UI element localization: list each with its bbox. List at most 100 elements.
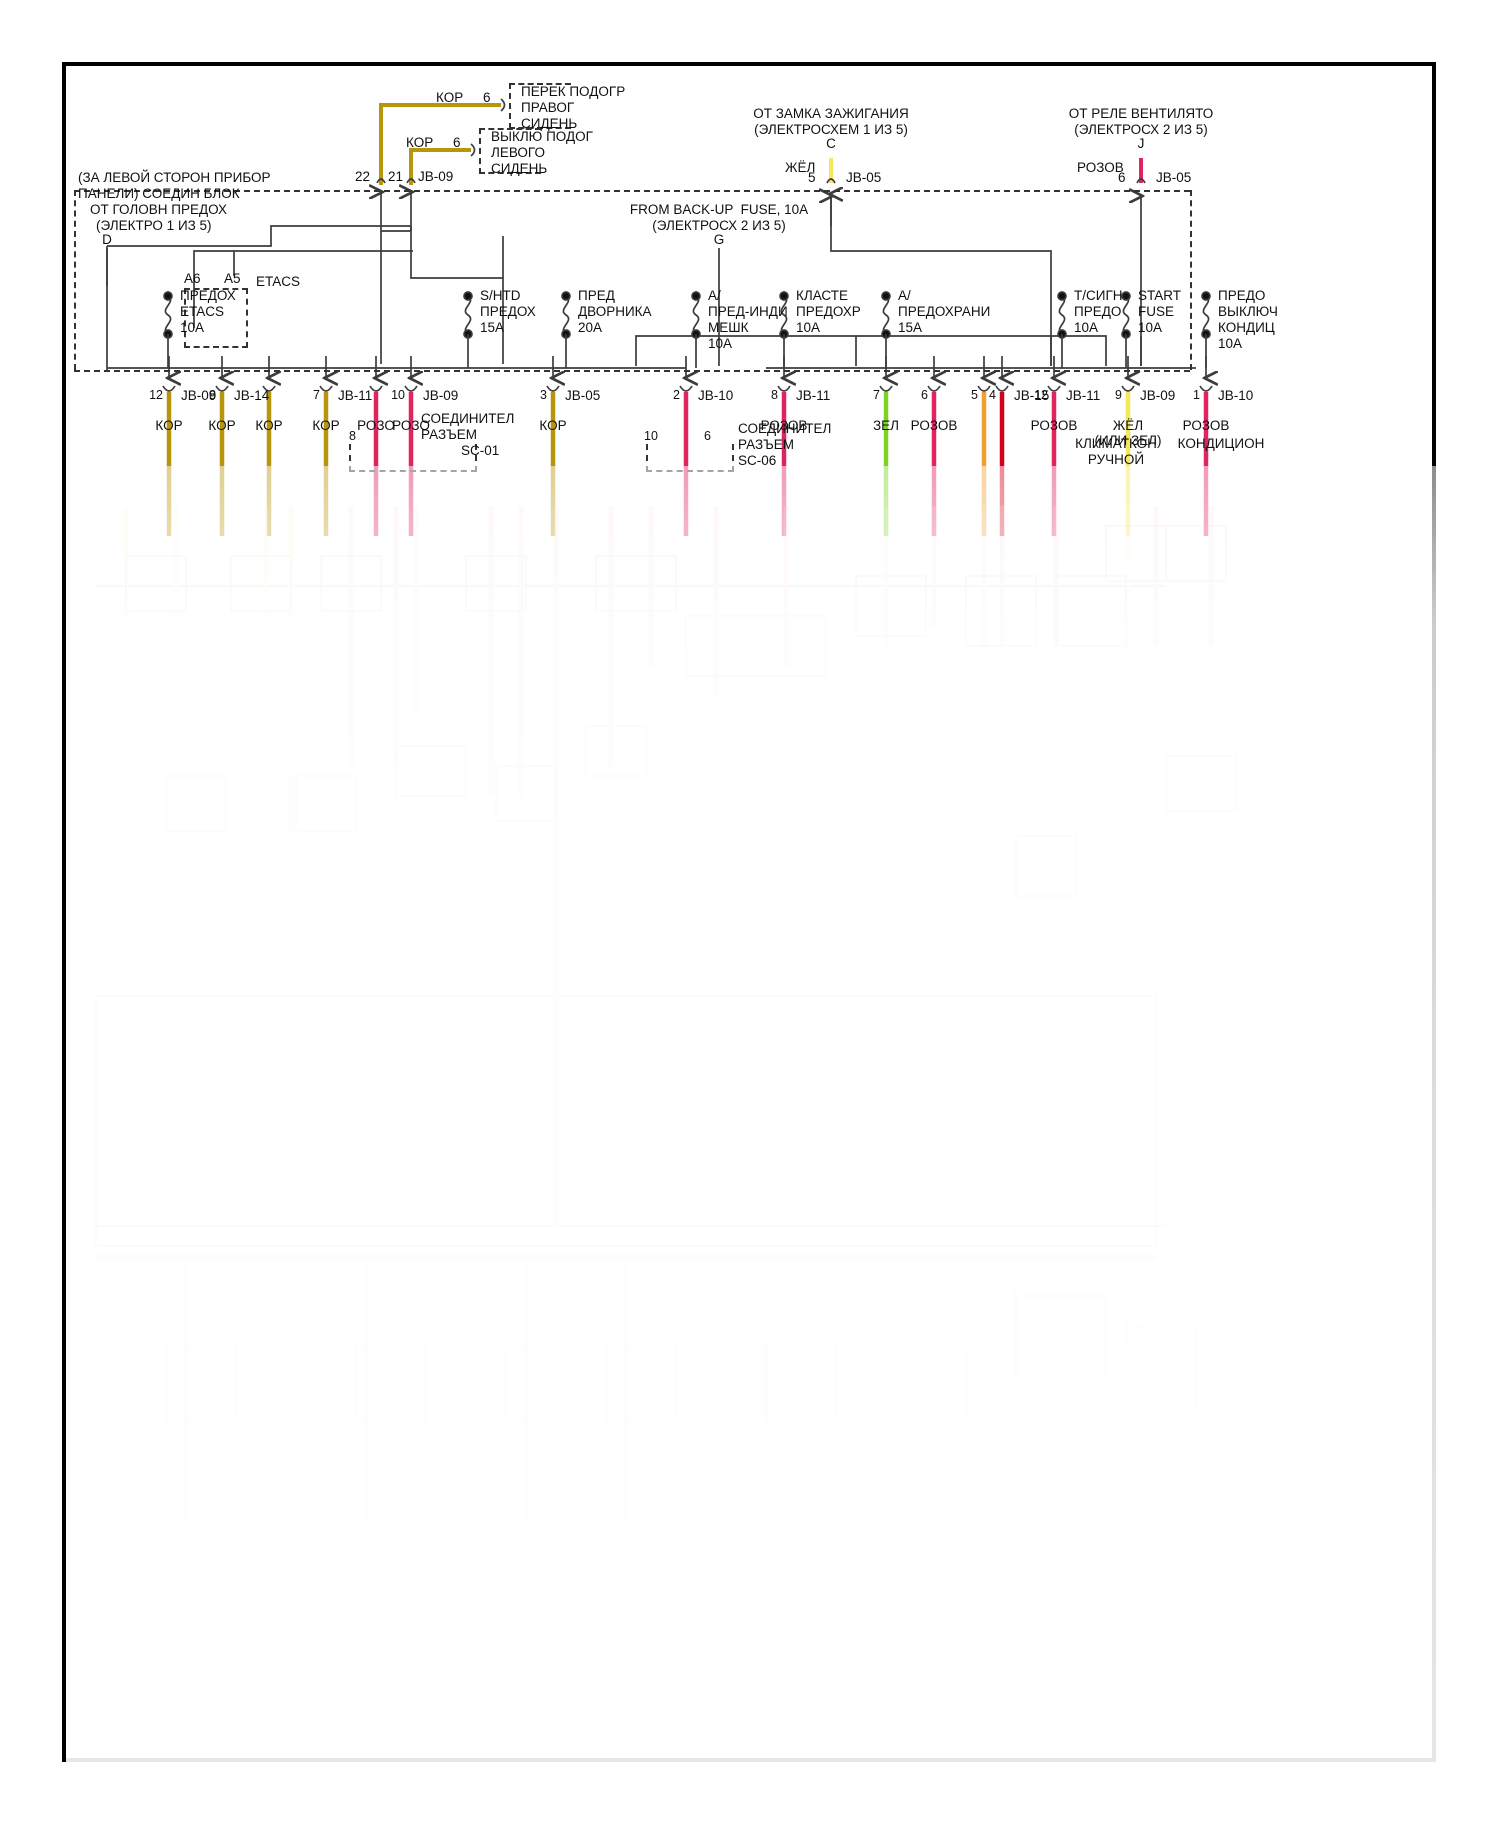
splice-sc06-pin-6: 6 bbox=[704, 429, 711, 443]
out-jb05-3-wire-color: КОР bbox=[539, 418, 567, 433]
fuse-ac-switch-label-3: 10A bbox=[1218, 336, 1243, 351]
etacs-pin-a6: A6 bbox=[184, 271, 201, 286]
fuse-start-symbol bbox=[1122, 295, 1130, 335]
out-jb09-12-wire-color: КОР bbox=[155, 418, 183, 433]
fuse-airbag-ind-label-2: МЕШК bbox=[708, 320, 749, 335]
ignition-callout-line1: ОТ ЗАМКА ЗАЖИГАНИЯ bbox=[753, 106, 909, 121]
fuse-etacs-label-0: ПРЕДОХ bbox=[180, 288, 236, 303]
fuse-start-terminal bbox=[1121, 291, 1131, 301]
out-orange-5-hook bbox=[977, 385, 991, 392]
out-jb15-4-pin: 4 bbox=[989, 388, 996, 402]
splice-sc01-l2: РАЗЪЕМ bbox=[421, 427, 478, 442]
out-jb14-8-pin: 8 bbox=[209, 388, 216, 402]
ignition-callout-letter: C bbox=[826, 136, 836, 151]
fuse-wiper-label-0: ПРЕД bbox=[578, 288, 615, 303]
fuse-airbag-symbol bbox=[882, 295, 890, 335]
splice-sc06-l1: СОЕДИНИТЕЛ bbox=[738, 421, 832, 436]
junction-block-bottom-edge bbox=[74, 370, 1190, 372]
out-jb11-7-hook bbox=[319, 385, 333, 392]
ignition-callout-line2: (ЭЛЕКТРОСХЕМ 1 ИЗ 5) bbox=[754, 122, 908, 137]
splice-sc01-l1: СОЕДИНИТЕЛ bbox=[421, 411, 515, 426]
backup-fuse-callout-line1: FROM BACK-UP FUSE, 10A bbox=[629, 202, 809, 217]
out-jb09-9-pin: 9 bbox=[1115, 388, 1122, 402]
junction-block-left-edge bbox=[74, 190, 76, 370]
out-jb09-10-connector: JB-09 bbox=[423, 388, 459, 403]
out-jb09-9-connector: JB-09 bbox=[1140, 388, 1176, 403]
fuse-cluster-label-1: ПРЕДОХР bbox=[796, 304, 861, 319]
backup-fuse-callout-letter: G bbox=[713, 232, 725, 247]
fuse-etacs-terminal bbox=[163, 291, 173, 301]
fuse-airbag-ind-label-3: 10A bbox=[708, 336, 733, 351]
out-jb09-9-hook bbox=[1121, 385, 1135, 392]
out-brown-3-hook bbox=[262, 385, 276, 392]
out-jb05-3-hook bbox=[546, 385, 560, 392]
junction-block-title-line2: ПАНЕЛИ) СОЕДИН БЛОК bbox=[78, 186, 240, 201]
fuse-etacs-symbol bbox=[164, 295, 172, 335]
fuse-shtd-symbol bbox=[464, 295, 472, 335]
fuse-ac-switch-label-0: ПРЕДО bbox=[1218, 288, 1266, 303]
out-jb10-1-connector: JB-10 bbox=[1218, 388, 1254, 403]
fuse-turn-signal-symbol bbox=[1058, 295, 1066, 335]
out-jb09-9-wire-color: ЖЁЛ (ИЛИ ЗЕЛ) bbox=[1094, 418, 1162, 448]
fuse-turn-signal-terminal bbox=[1057, 291, 1067, 301]
fuse-airbag-ind-terminal bbox=[691, 291, 701, 301]
out-pink-6-hook bbox=[927, 385, 941, 392]
fuse-etacs-label-1: ETACS bbox=[180, 304, 225, 319]
pin-left-seat: 6 bbox=[453, 135, 461, 150]
junction-block-title-line1: (ЗА ЛЕВОЙ СТОРОН ПРИБОР bbox=[78, 170, 271, 185]
fuse-shtd-terminal bbox=[463, 291, 473, 301]
out-jb11-12-hook bbox=[1047, 385, 1061, 392]
etacs-pin-a5: A5 bbox=[224, 271, 241, 286]
junction-block-top-edge bbox=[74, 190, 1190, 192]
load-label-left-seat-l3: СИДЕНЬ bbox=[491, 161, 548, 176]
fuse-start-label-0: START bbox=[1138, 288, 1182, 303]
jb09-pin-21: 21 bbox=[388, 169, 404, 184]
out-jb11-7-connector: JB-11 bbox=[338, 388, 373, 403]
out-jb14-8-wire-color: КОР bbox=[208, 418, 236, 433]
diagram-frame: (ЗА ЛЕВОЙ СТОРОН ПРИБОР ПАНЕЛИ) СОЕДИН Б… bbox=[62, 62, 1436, 1762]
wire-color-left-seat: КОР bbox=[406, 135, 434, 150]
out-jb10-2-connector: JB-10 bbox=[698, 388, 734, 403]
fuse-wiper-symbol bbox=[562, 295, 570, 335]
fuse-airbag-terminal bbox=[881, 291, 891, 301]
etacs-label: ETACS bbox=[256, 274, 301, 289]
fuse-start-label-1: FUSE bbox=[1138, 304, 1175, 319]
out-jb09-10-wire-color: РОЗО bbox=[392, 418, 430, 433]
fuse-cluster-label-0: КЛАСТЕ bbox=[796, 288, 848, 303]
splice-sc01-pin-8: 8 bbox=[349, 429, 356, 443]
label-climate-auto-l1: КЛИМАТКОН bbox=[1075, 436, 1157, 451]
label-climate-auto-l2: РУЧНОЙ bbox=[1087, 452, 1145, 467]
jb09-pin-22: 22 bbox=[355, 169, 371, 184]
head-fuse-callout-letter: D bbox=[102, 232, 112, 247]
lower-diagram-ghost bbox=[95, 506, 1237, 1526]
out-jb10-2-pin: 2 bbox=[673, 388, 680, 402]
out-pink-6-wire-color: РОЗОВ bbox=[910, 418, 958, 433]
out-brown-3-wire-color: КОР bbox=[255, 418, 283, 433]
out-pink-6-pin: 6 bbox=[921, 388, 928, 402]
out-orange-5-pin: 5 bbox=[971, 388, 978, 402]
fuse-ac-switch-label-1: ВЫКЛЮЧ bbox=[1218, 304, 1278, 319]
load-label-left-seat-l2: ЛЕВОГО bbox=[491, 145, 545, 160]
ignition-connector: JB-05 bbox=[846, 170, 882, 185]
out-pink-2-hook bbox=[369, 385, 383, 392]
out-jb09-12-pin: 12 bbox=[149, 388, 163, 402]
out-jb11-7-wire-color: КОР bbox=[312, 418, 340, 433]
jb09-connector-label: JB-09 bbox=[418, 169, 454, 184]
fuse-airbag-label-0: A/ bbox=[898, 288, 911, 303]
fuse-cluster-terminal bbox=[779, 291, 789, 301]
out-green-7-wire-color: ЗЕЛ bbox=[872, 418, 900, 433]
splice-sc06-pin-10: 10 bbox=[644, 429, 658, 443]
fan-relay-callout-letter: J bbox=[1137, 136, 1145, 151]
out-jb05-3-connector: JB-05 bbox=[565, 388, 601, 403]
ignition-pin: 5 bbox=[808, 170, 816, 185]
fuse-airbag-ind-symbol bbox=[692, 295, 700, 335]
fuse-turn-signal-label-0: Т/СИГН bbox=[1074, 288, 1123, 303]
out-jb10-1-hook bbox=[1199, 385, 1213, 392]
out-jb09-10-pin: 10 bbox=[391, 388, 405, 402]
fuse-airbag-ind-label-0: A/ bbox=[708, 288, 721, 303]
fan-relay-connector: JB-05 bbox=[1156, 170, 1192, 185]
fuse-airbag-label-2: 15A bbox=[898, 320, 923, 335]
fuse-ac-switch-label-2: КОНДИЦ bbox=[1218, 320, 1275, 335]
out-jb10-1-pin: 1 bbox=[1193, 388, 1200, 402]
